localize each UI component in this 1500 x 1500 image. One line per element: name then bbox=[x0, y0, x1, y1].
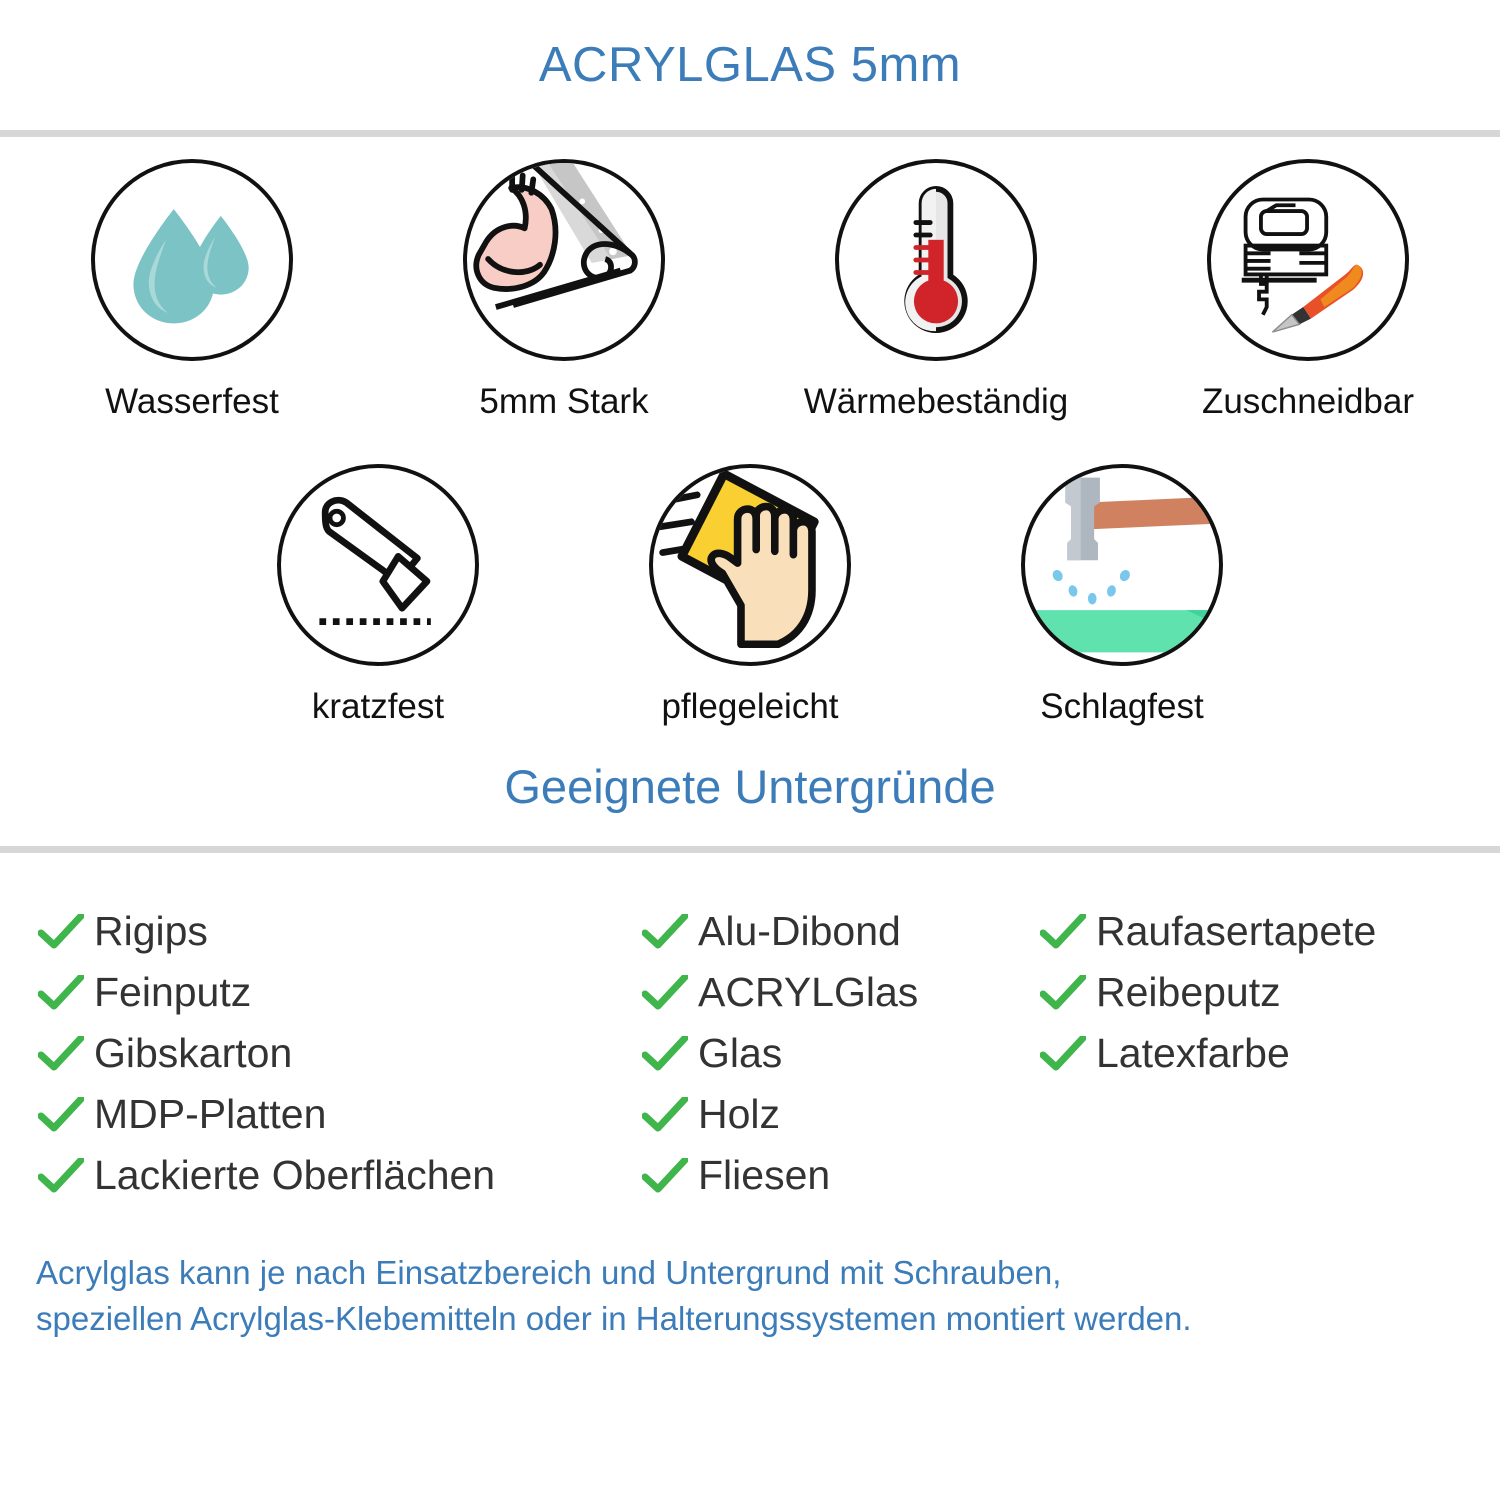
jigsaw-cutter-icon bbox=[1241, 197, 1364, 333]
check-icon bbox=[34, 910, 88, 954]
check-icon bbox=[1036, 910, 1090, 954]
check-icon bbox=[638, 910, 692, 954]
check-icon bbox=[34, 971, 88, 1015]
footer-line-2: speziellen Acrylglas-Klebemitteln oder i… bbox=[36, 1299, 1192, 1337]
feature-wasserfest[interactable]: Wasserfest bbox=[18, 159, 366, 422]
feature-row-1: Wasserfest bbox=[0, 159, 1500, 422]
feature-zuschneidbar[interactable]: Zuschneidbar bbox=[1134, 159, 1482, 422]
check-icon bbox=[1036, 1032, 1090, 1076]
feature-label: Wasserfest bbox=[105, 382, 279, 421]
check-icon bbox=[34, 1093, 88, 1137]
list-item-label: Gibskarton bbox=[94, 1030, 293, 1076]
list-item-label: Lackierte Oberflächen bbox=[94, 1152, 496, 1198]
check-icon bbox=[638, 1032, 692, 1076]
list-item-label: Alu-Dibond bbox=[698, 908, 901, 954]
list-item: Latexfarbe bbox=[1036, 1023, 1466, 1084]
list-item: Fliesen bbox=[638, 1145, 1036, 1206]
feature-label: pflegeleicht bbox=[661, 686, 839, 726]
header-divider bbox=[0, 130, 1500, 137]
section-header: Geeignete Untergründe bbox=[0, 726, 1500, 846]
list-item: Feinputz bbox=[34, 962, 638, 1023]
flexing-arm-icon bbox=[473, 163, 638, 310]
feature-label: Wärmebeständig bbox=[803, 382, 1069, 421]
check-icon bbox=[34, 1032, 88, 1076]
feature-icon-circle bbox=[277, 463, 479, 666]
hammer-impact-icon bbox=[1025, 477, 1219, 652]
list-item: MDP-Platten bbox=[34, 1084, 638, 1145]
list-item-label: MDP-Platten bbox=[94, 1091, 327, 1137]
check-icon bbox=[638, 1093, 692, 1137]
feature-label: Schlagfest bbox=[1040, 686, 1204, 726]
feature-icon-circle bbox=[1207, 159, 1409, 361]
list-item: Reibeputz bbox=[1036, 962, 1466, 1023]
page-header: ACRYLGLAS 5mm bbox=[0, 0, 1500, 130]
footer-line-1: Acrylglas kann je nach Einsatzbereich un… bbox=[36, 1254, 1062, 1291]
check-icon bbox=[34, 1154, 88, 1198]
list-item: Raufasertapete bbox=[1036, 901, 1466, 962]
list-item-label: Raufasertapete bbox=[1096, 908, 1377, 954]
check-icon bbox=[638, 1154, 692, 1198]
feature-icon-circle bbox=[1021, 463, 1223, 666]
check-icon bbox=[1036, 971, 1090, 1015]
suitable-surfaces-list: Rigips Feinputz Gibskarton MDP-Platten L… bbox=[0, 853, 1500, 1206]
list-item: ACRYLGlas bbox=[638, 962, 1036, 1023]
list-item: Lackierte Oberflächen bbox=[34, 1145, 638, 1206]
section-title: Geeignete Untergründe bbox=[504, 759, 996, 813]
feature-icon-circle bbox=[91, 159, 293, 361]
list-item-label: Fliesen bbox=[698, 1152, 831, 1198]
feature-label: Zuschneidbar bbox=[1201, 382, 1415, 421]
feature-label: 5mm Stark bbox=[479, 382, 649, 421]
feature-schlagfest[interactable]: Schlagfest bbox=[948, 463, 1296, 727]
feature-kratzfest[interactable]: kratzfest bbox=[204, 463, 552, 727]
list-item: Rigips bbox=[34, 901, 638, 962]
footer-note: Acrylglas kann je nach Einsatzbereich un… bbox=[0, 1206, 1500, 1341]
checklist-column-1: Rigips Feinputz Gibskarton MDP-Platten L… bbox=[34, 901, 638, 1206]
feature-icon-circle bbox=[463, 159, 665, 361]
box-cutter-icon bbox=[319, 496, 431, 625]
water-drops-icon bbox=[133, 209, 249, 324]
list-item: Alu-Dibond bbox=[638, 901, 1036, 962]
list-item-label: Rigips bbox=[94, 908, 208, 954]
feature-pflegeleicht[interactable]: pflegeleicht bbox=[576, 463, 924, 727]
feature-label: kratzfest bbox=[311, 686, 445, 726]
list-item-label: Glas bbox=[698, 1030, 783, 1076]
list-item-label: Feinputz bbox=[94, 969, 252, 1015]
feature-icon-circle bbox=[835, 159, 1037, 361]
list-item-label: Holz bbox=[698, 1091, 781, 1137]
list-item-label: Latexfarbe bbox=[1096, 1030, 1290, 1076]
feature-5mm-stark[interactable]: 5mm Stark bbox=[390, 159, 738, 422]
feature-waermebestaendig[interactable]: Wärmebeständig bbox=[762, 159, 1110, 422]
list-item: Holz bbox=[638, 1084, 1036, 1145]
list-item: Gibskarton bbox=[34, 1023, 638, 1084]
check-icon bbox=[638, 971, 692, 1015]
feature-row-2: kratzfest pflegeleicht bbox=[0, 463, 1500, 727]
checklist-column-2: Alu-Dibond ACRYLGlas Glas Holz Fliesen bbox=[638, 901, 1036, 1206]
list-item-label: Reibeputz bbox=[1096, 969, 1281, 1015]
section-divider bbox=[0, 846, 1500, 853]
page-title: ACRYLGLAS 5mm bbox=[538, 37, 962, 92]
hand-cloth-icon bbox=[653, 468, 819, 648]
thermometer-icon bbox=[904, 186, 968, 333]
feature-icon-circle bbox=[649, 463, 851, 666]
features-section: Wasserfest bbox=[0, 137, 1500, 726]
list-item: Glas bbox=[638, 1023, 1036, 1084]
checklist-column-3: Raufasertapete Reibeputz Latexfarbe bbox=[1036, 901, 1466, 1084]
list-item-label: ACRYLGlas bbox=[698, 969, 919, 1015]
